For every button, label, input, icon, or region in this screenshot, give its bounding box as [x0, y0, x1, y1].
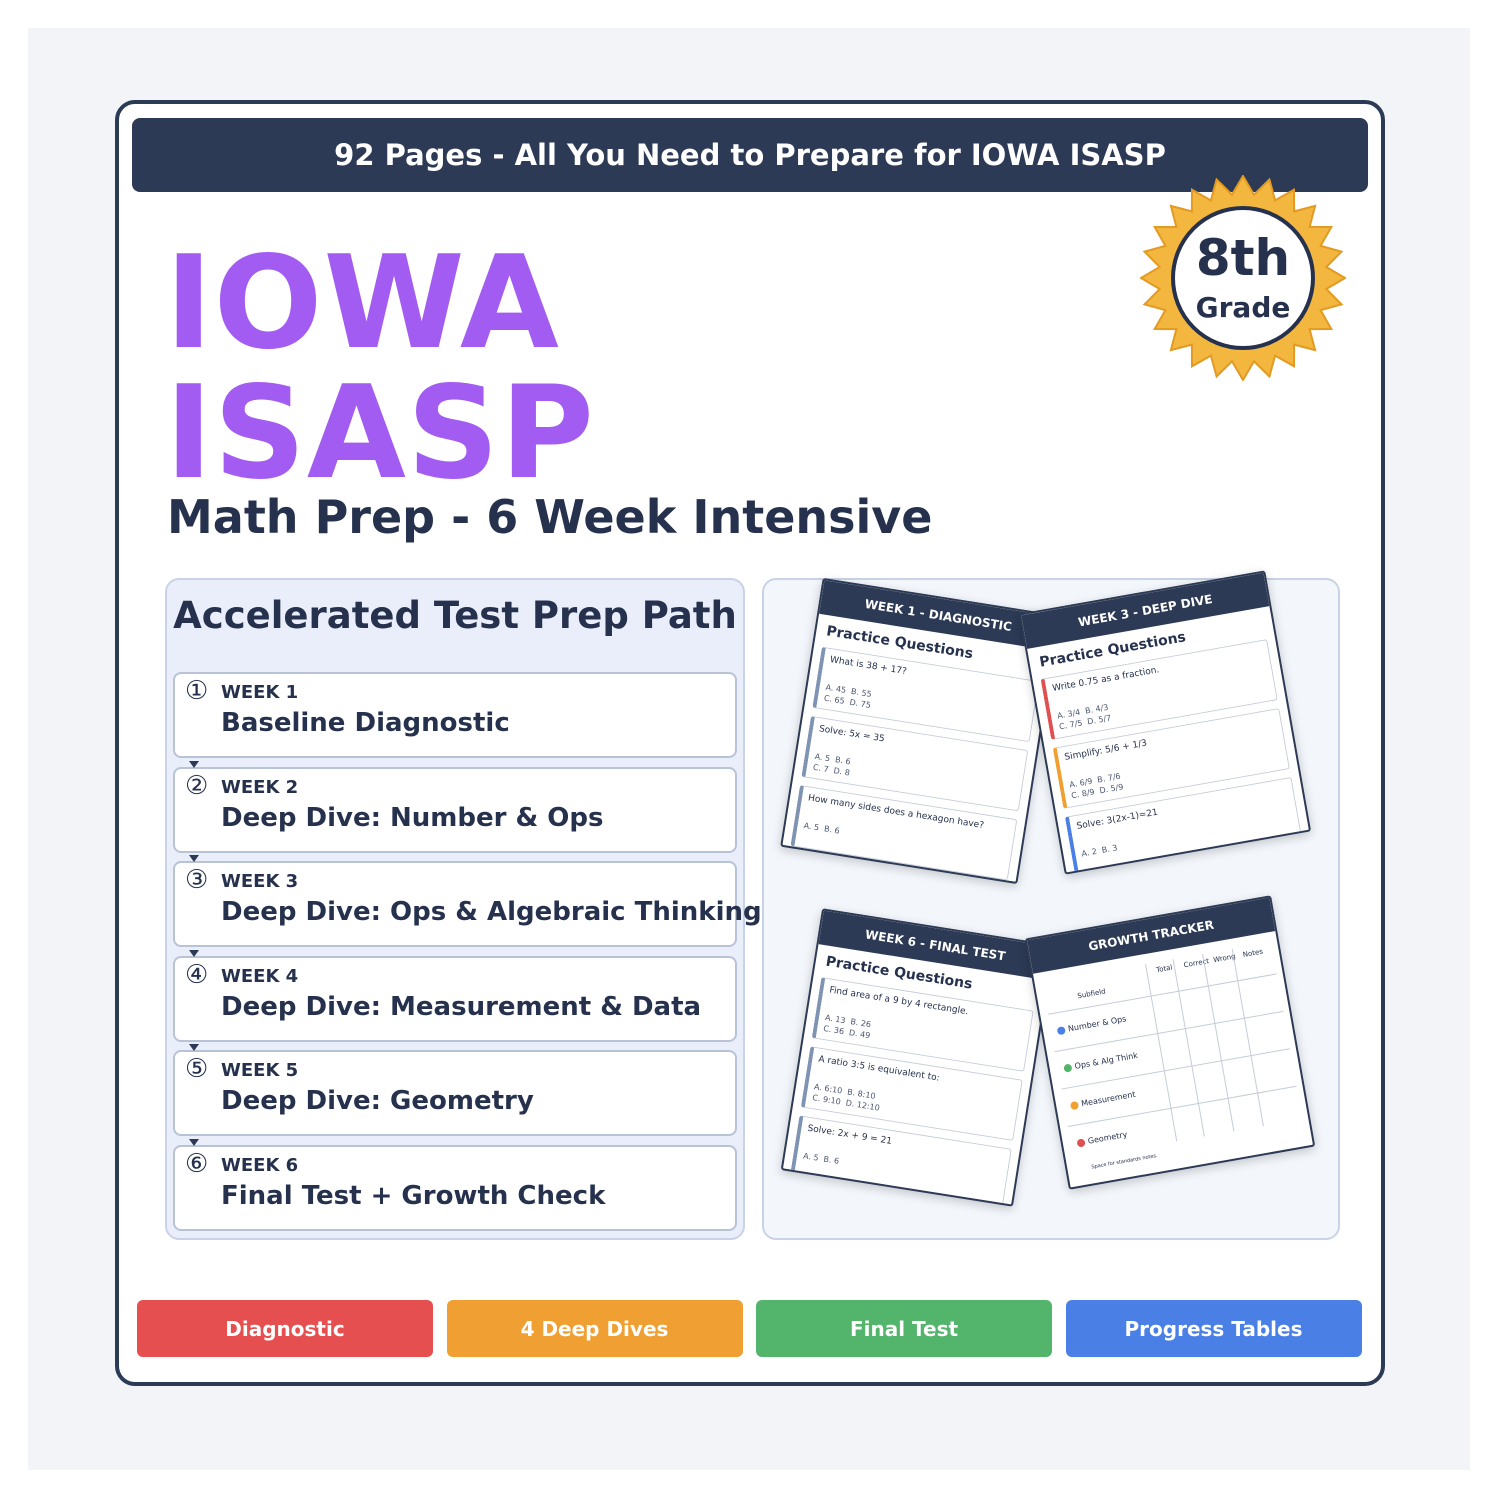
banner: 92 Pages - All You Need to Prepare for I… — [132, 118, 1368, 192]
tracker-note: Space for standards notes. — [1090, 1152, 1159, 1171]
tracker-column: Notes — [1242, 947, 1264, 959]
question-choices: A. 5 B. 6 — [803, 821, 841, 836]
badge-label: Grade — [1196, 291, 1291, 324]
badge-circle — [1171, 206, 1315, 350]
subtitle: Math Prep - 6 Week Intensive — [167, 490, 933, 544]
step-week: WEEK 4 — [221, 965, 299, 987]
step-week: WEEK 3 — [221, 871, 299, 893]
step-card: ⑥ WEEK 6 Final Test + Growth Check — [173, 1145, 737, 1231]
step-week: WEEK 2 — [221, 776, 299, 798]
question-text: Solve: 5x = 35 — [818, 724, 886, 745]
preview-page: WEEK 3 - DEEP DIVE Practice Questions Writ… — [1018, 570, 1312, 875]
question-text: Find area of a 9 by 4 rectangle. — [828, 985, 970, 1018]
step-label: Deep Dive: Number & Ops — [221, 802, 604, 833]
tracker-row: Measurement — [1069, 1089, 1137, 1110]
step-card: ④ WEEK 4 Deep Dive: Measurement & Data — [173, 955, 737, 1042]
step-number: ① — [185, 676, 209, 706]
row-dot — [1056, 1025, 1066, 1035]
row-label: Geometry — [1087, 1129, 1128, 1146]
tracker-column: Total — [1155, 963, 1174, 975]
tracker-grid — [1231, 948, 1264, 1127]
question-text: A ratio 3:5 is equivalent to: — [817, 1054, 941, 1084]
step-number: ⑤ — [185, 1054, 209, 1085]
question-text: Solve: 2x + 9 = 21 — [806, 1123, 893, 1147]
question-text: Simplify: 5/6 + 1/3 — [1063, 738, 1148, 763]
tracker-row: Ops & Alg Think — [1063, 1051, 1139, 1073]
step-week: WEEK 5 — [221, 1060, 299, 1082]
step-card: ⑤ WEEK 5 Deep Dive: Geometry — [173, 1050, 737, 1137]
question-choices: A. 5 B. 6 — [802, 1151, 840, 1166]
step-card: ② WEEK 2 Deep Dive: Number & Ops — [173, 766, 737, 853]
tracker-grid — [1145, 963, 1178, 1142]
feature-tag: Diagnostic — [137, 1300, 433, 1357]
step-card: ③ WEEK 3 Deep Dive: Ops & Algebraic Thinki… — [173, 861, 762, 948]
step-number: ④ — [185, 959, 209, 990]
feature-tag: Progress Tables — [1065, 1300, 1362, 1357]
question-text: Solve: 3(2x-1)=21 — [1075, 807, 1159, 832]
step-number: ③ — [185, 865, 209, 896]
badge-grade: 8th — [1196, 229, 1290, 287]
question-text: What is 38 + 17? — [829, 655, 908, 678]
step-label: Deep Dive: Geometry — [221, 1086, 534, 1117]
feature-tag: Final Test — [756, 1300, 1052, 1357]
step-label: Deep Dive: Ops & Algebraic Thinking — [221, 897, 762, 928]
row-dot — [1069, 1100, 1080, 1110]
path-title: Accelerated Test Prep Path — [173, 594, 737, 637]
step-connector — [189, 949, 199, 957]
step-week: WEEK 1 — [221, 682, 299, 703]
step-connector — [189, 760, 199, 768]
tracker-row: Number & Ops — [1056, 1014, 1127, 1035]
question-text: Write 0.75 as a fraction. — [1051, 665, 1161, 694]
step-connector — [189, 1139, 199, 1146]
tracker-column: Correct — [1183, 957, 1210, 970]
question-choices: A. 2 B. 3 — [1080, 843, 1119, 859]
step-card: ① WEEK 1 Baseline Diagnostic — [173, 672, 737, 758]
grade-badge: 8th Grade — [1140, 175, 1346, 381]
step-connector — [189, 1044, 199, 1052]
tracker-row: Geometry — [1076, 1130, 1128, 1148]
path-panel: Accelerated Test Prep Path ① WEEK 1 Baseli… — [165, 578, 762, 1240]
row-label: Number & Ops — [1067, 1014, 1128, 1034]
tracker-grid — [1202, 953, 1235, 1132]
row-label: Measurement — [1080, 1089, 1137, 1109]
preview-page: WEEK 6 - FINAL TEST Practice Questions Fin… — [780, 908, 1055, 1207]
step-number: ② — [185, 770, 209, 801]
tracker-page: GROWTH TRACKER Subfield Total Correct Wrong N… — [1024, 895, 1316, 1190]
step-label: Baseline Diagnostic — [221, 708, 510, 738]
row-dot — [1063, 1062, 1073, 1073]
feature-tag: 4 Deep Dives — [446, 1300, 743, 1357]
title-line: IOWA — [165, 229, 560, 378]
step-label: Deep Dive: Measurement & Data — [221, 991, 702, 1022]
row-label: Ops & Alg Think — [1073, 1050, 1139, 1071]
tracker-grid — [1172, 959, 1205, 1137]
step-label: Final Test + Growth Check — [221, 1181, 606, 1211]
title-line: ISASP — [165, 359, 595, 508]
tracker-column: Subfield — [1076, 987, 1107, 1001]
row-dot — [1076, 1137, 1086, 1148]
step-connector — [189, 855, 199, 863]
step-number: ⑥ — [185, 1149, 209, 1179]
step-week: WEEK 6 — [221, 1155, 299, 1176]
preview-page: WEEK 1 - DIAGNOSTIC Practice Questions Wha… — [780, 577, 1060, 885]
